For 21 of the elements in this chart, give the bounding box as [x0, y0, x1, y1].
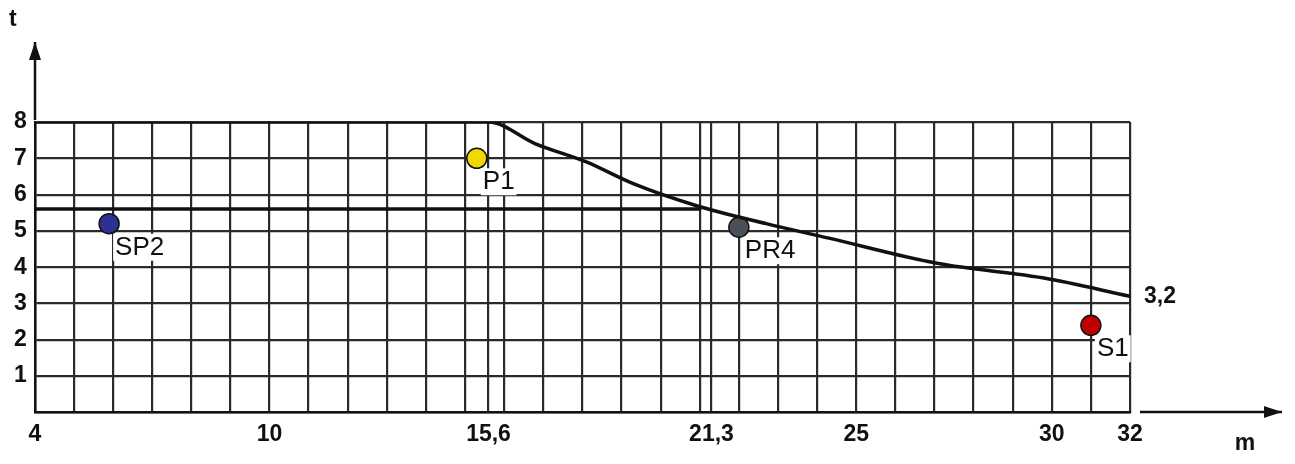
y-tick-label: 3 [13, 288, 27, 315]
y-tick-label: 1 [13, 361, 27, 388]
series-label: SP2 [115, 230, 165, 261]
x-tick-label: 21,3 [689, 419, 734, 446]
y-tick-label: 4 [13, 252, 27, 279]
y-tick-label: 6 [13, 179, 27, 206]
y-tick-label: 7 [13, 143, 27, 170]
series-label: S1 [1096, 332, 1129, 363]
x-axis-title: m [1234, 429, 1256, 456]
y-tick-label: 2 [13, 325, 27, 352]
x-tick-label: 30 [1038, 419, 1065, 446]
x-tick-label: 15,6 [466, 419, 511, 446]
series-label: PR4 [744, 234, 796, 265]
y-tick-label: 5 [13, 216, 27, 243]
series-label: P1 [482, 165, 515, 196]
x-tick-label: 10 [256, 419, 283, 446]
x-tick-label: 25 [843, 419, 870, 446]
y-tick-label: 8 [13, 107, 27, 134]
y-axis-title: t [8, 4, 17, 31]
annotation: 3,2 [1144, 281, 1176, 308]
x-tick-label: 32 [1117, 419, 1143, 446]
